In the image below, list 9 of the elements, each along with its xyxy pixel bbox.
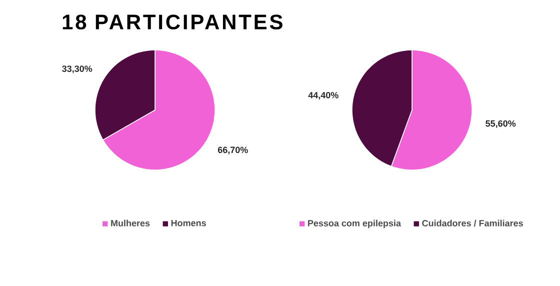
- data-label: 66,70%: [218, 146, 248, 154]
- legend-label: Cuidadores / Familiares: [422, 220, 523, 226]
- legend-label: Homens: [171, 220, 206, 226]
- data-label: 44,40%: [308, 92, 338, 100]
- legend-label: Mulheres: [111, 220, 150, 226]
- data-label: 55,60%: [486, 120, 516, 128]
- legend-label: Pessoa com epilepsia: [308, 220, 402, 228]
- data-label: 33,30%: [62, 66, 92, 74]
- chart-title: 18 PARTICIPANTES: [62, 14, 282, 30]
